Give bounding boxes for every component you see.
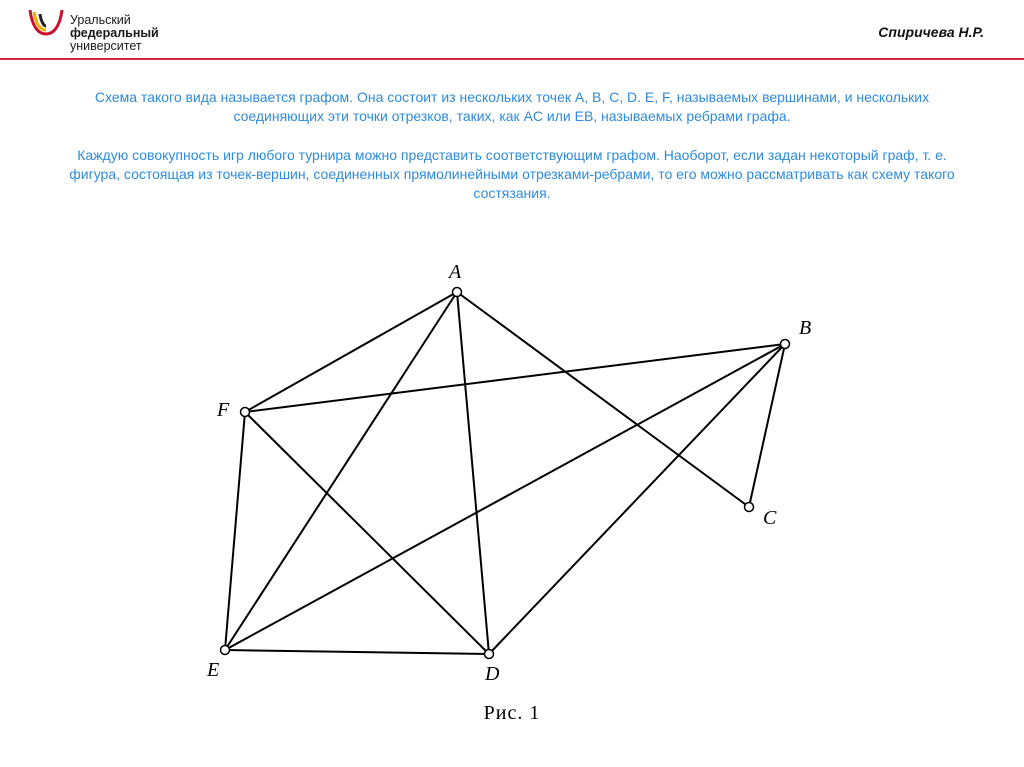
body-text: Схема такого вида называется графом. Она… bbox=[0, 88, 1024, 202]
paragraph-1: Схема такого вида называется графом. Она… bbox=[60, 88, 964, 126]
logo: Уральский федеральный университет bbox=[28, 8, 159, 53]
graph-node bbox=[485, 650, 494, 659]
graph-diagram: A B C D E F bbox=[187, 262, 837, 692]
graph-node-label: F bbox=[216, 399, 230, 421]
graph-edge bbox=[225, 292, 457, 650]
graph-edge bbox=[245, 292, 457, 412]
graph-node-label: A bbox=[447, 262, 462, 283]
graph-node bbox=[745, 503, 754, 512]
graph-edge bbox=[225, 412, 245, 650]
graph-node-label: C bbox=[763, 507, 777, 529]
urfu-logo-icon bbox=[28, 8, 64, 50]
paragraph-2: Каждую совокупность игр любого турнира м… bbox=[60, 146, 964, 203]
logo-text: Уральский федеральный университет bbox=[70, 14, 159, 53]
figure-caption: Рис. 1 bbox=[484, 702, 541, 725]
graph-node bbox=[241, 408, 250, 417]
header-divider bbox=[0, 58, 1024, 60]
author-name: Спиричева Н.Р. bbox=[878, 24, 984, 40]
graph-edge bbox=[457, 292, 749, 507]
graph-edge bbox=[225, 650, 489, 654]
figure: A B C D E F Рис. 1 bbox=[0, 262, 1024, 722]
graph-node bbox=[453, 288, 462, 297]
header: Уральский федеральный университет Спирич… bbox=[0, 0, 1024, 58]
logo-line3: университет bbox=[70, 40, 159, 53]
graph-node-label: B bbox=[799, 317, 811, 339]
graph-edge bbox=[489, 344, 785, 654]
graph-edge bbox=[225, 344, 785, 650]
graph-edge bbox=[749, 344, 785, 507]
graph-node-label: E bbox=[206, 659, 219, 681]
graph-node bbox=[221, 646, 230, 655]
graph-edge bbox=[457, 292, 489, 654]
graph-edge bbox=[245, 412, 489, 654]
graph-node-label: D bbox=[484, 663, 500, 685]
graph-node bbox=[781, 340, 790, 349]
graph-edge bbox=[245, 344, 785, 412]
